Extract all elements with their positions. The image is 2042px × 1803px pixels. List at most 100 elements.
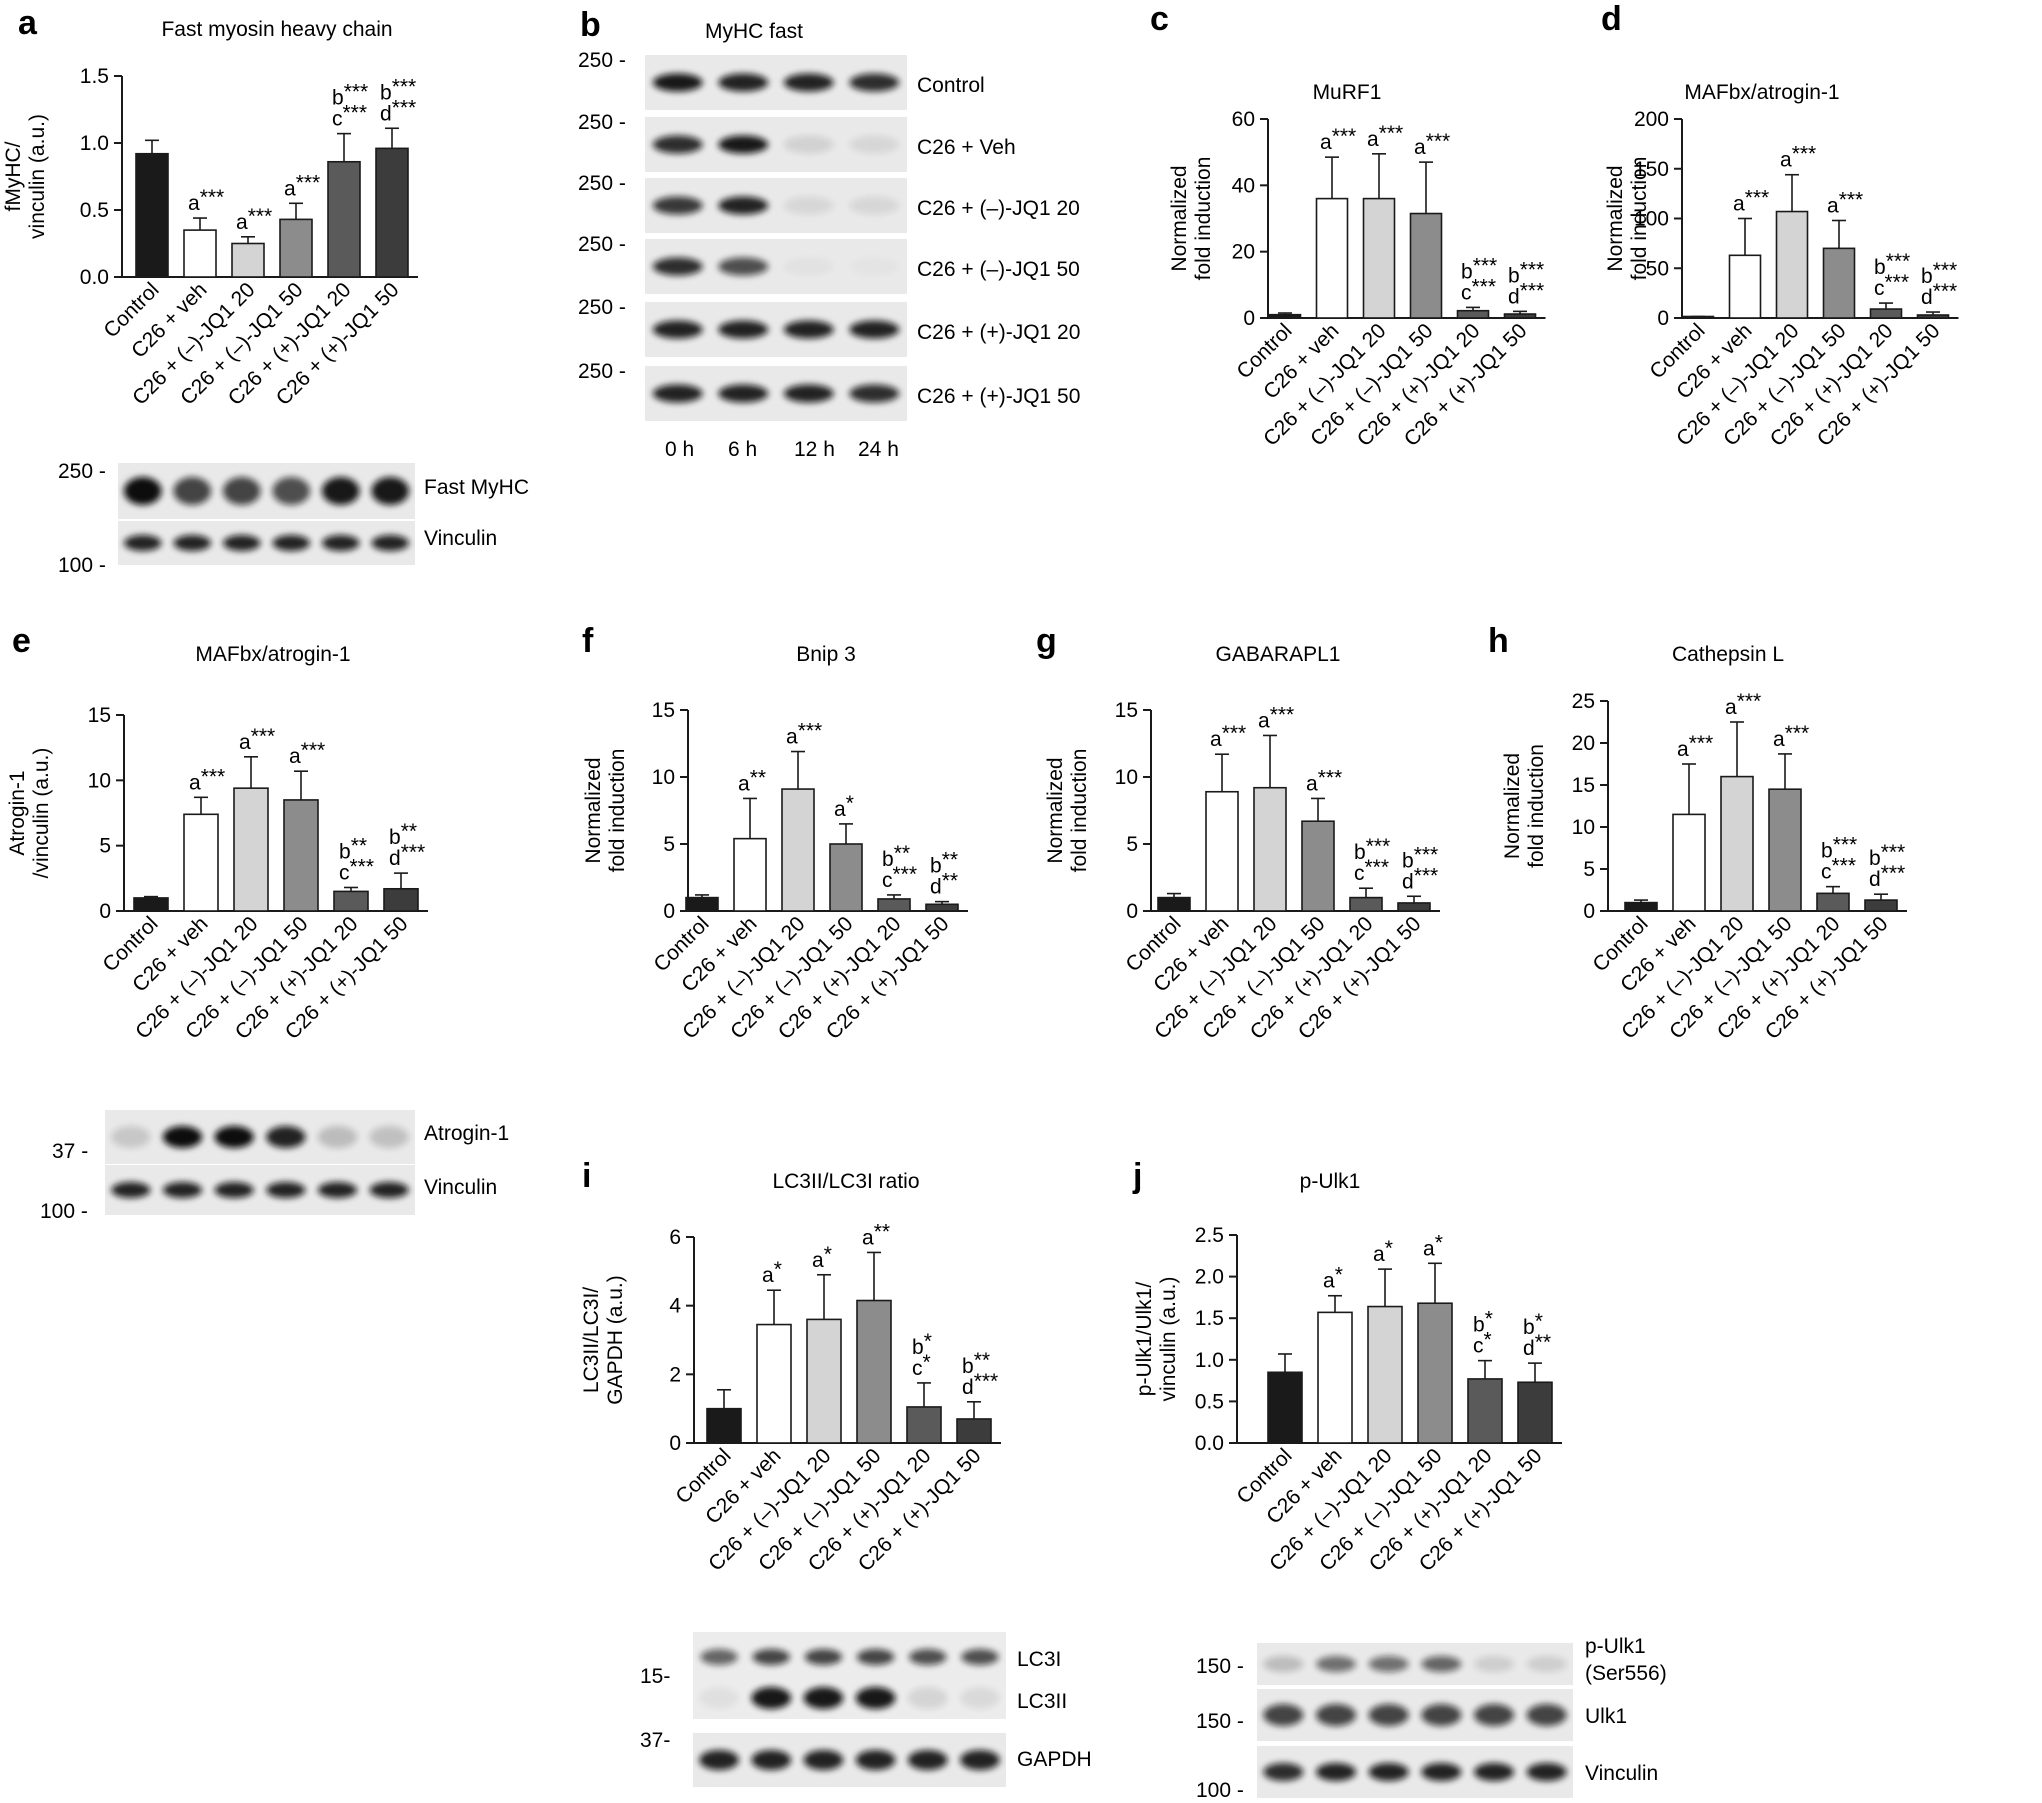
significance-stars: ** — [351, 834, 367, 857]
blot-title: MyHC fast — [705, 20, 803, 43]
blot-band — [849, 384, 900, 403]
significance-letter: b — [930, 855, 942, 878]
blot-band — [803, 1750, 844, 1770]
blot-j-pulk1 — [1257, 1643, 1573, 1685]
blot-band — [1263, 1656, 1304, 1672]
blot-band — [783, 135, 834, 154]
blot-band — [1368, 1656, 1409, 1672]
significance-label: b*** — [1508, 258, 1544, 287]
blot-band — [652, 73, 703, 92]
mw-label: 100 - — [1196, 1779, 1244, 1802]
significance-letter: c — [339, 861, 350, 884]
significance-letter: a — [1677, 738, 1689, 761]
bar — [1317, 1311, 1353, 1444]
significance-stars: ** — [874, 1220, 890, 1243]
blot-background — [118, 521, 415, 565]
mw-label: 250 - — [578, 233, 626, 256]
bar — [283, 799, 319, 912]
chart-title: Fast myosin heavy chain — [161, 18, 392, 41]
significance-letter: b — [962, 1355, 974, 1378]
bar — [1367, 1305, 1403, 1444]
bar — [1869, 308, 1903, 319]
significance-stars: *** — [1365, 856, 1390, 879]
significance-stars: *** — [1689, 732, 1714, 755]
significance-label: a* — [1373, 1237, 1393, 1266]
blot-label: GAPDH — [1017, 1748, 1092, 1771]
blot-band — [266, 1126, 306, 1148]
blot-background — [105, 1110, 415, 1164]
mw-label: 37 - — [52, 1140, 88, 1163]
significance-stars: ** — [1535, 1331, 1551, 1354]
y-axis-label: Normalizedfold induction — [582, 749, 629, 873]
y-axis-label-line: vinculin (a.u.) — [26, 114, 49, 239]
bar — [233, 787, 269, 912]
y-axis-label: Normalizedfold induction — [1501, 744, 1548, 868]
significance-label: d*** — [1508, 279, 1544, 308]
blot-band — [803, 1687, 844, 1709]
significance-stars: * — [1484, 1329, 1492, 1352]
mw-label: 15- — [640, 1665, 670, 1688]
y-tick-label: 1.5 — [1195, 1307, 1224, 1330]
blot-label: Vinculin — [1585, 1762, 1658, 1785]
significance-letter: d — [380, 102, 392, 125]
bar — [806, 1318, 842, 1444]
blot-band — [718, 257, 769, 276]
significance-label: c* — [912, 1351, 931, 1380]
blot-a-vinculin — [118, 521, 415, 565]
bar — [1728, 254, 1762, 319]
blot-band — [371, 535, 410, 551]
significance-label: b*** — [1354, 835, 1390, 864]
blot-label: Control — [917, 74, 985, 97]
y-axis-label: Normalizedfold induction — [1044, 749, 1091, 873]
significance-label: b*** — [1461, 254, 1497, 283]
significance-letter: a — [1320, 131, 1332, 154]
chart-title: MAFbx/atrogin-1 — [1684, 81, 1839, 104]
significance-letter: a — [1827, 194, 1839, 217]
mw-label: 250 - — [578, 296, 626, 319]
y-axis-label: fMyHC/vinculin (a.u.) — [2, 114, 49, 239]
significance-letter: c — [332, 108, 343, 131]
mw-label: 250 - — [578, 172, 626, 195]
blot-label: Ulk1 — [1585, 1705, 1627, 1728]
blot-label: LC3I — [1017, 1648, 1061, 1671]
panel-letter-f: f — [582, 622, 594, 660]
significance-stars: ** — [401, 820, 417, 843]
significance-label: c*** — [1874, 271, 1909, 300]
significance-letter: b — [912, 1336, 924, 1359]
blot-background — [1257, 1689, 1573, 1741]
significance-stars: *** — [1839, 188, 1864, 211]
significance-stars: * — [846, 792, 854, 815]
y-tick-label: 0 — [99, 900, 111, 923]
y-axis-label-line: Normalized — [1501, 753, 1524, 859]
significance-stars: ** — [750, 766, 766, 789]
significance-stars: *** — [1332, 125, 1357, 148]
blot-band — [214, 1182, 254, 1198]
significance-label: b*** — [380, 75, 416, 104]
significance-letter: a — [1423, 1237, 1435, 1260]
significance-label: a* — [762, 1258, 782, 1287]
blot-i-gapdh — [693, 1733, 1006, 1787]
y-axis-label-line: p-Ulk1/Ulk1/ — [1133, 1282, 1156, 1397]
significance-label: a*** — [1827, 188, 1863, 217]
bar — [1864, 899, 1898, 912]
significance-letter: b — [1821, 840, 1833, 863]
significance-label: a*** — [1725, 690, 1761, 719]
significance-label: c*** — [1354, 856, 1389, 885]
significance-label: b** — [930, 849, 958, 878]
significance-letter: c — [882, 869, 893, 892]
y-tick-label: 2.0 — [1195, 1266, 1224, 1289]
y-tick-label: 20 — [1572, 732, 1595, 755]
blot-band — [1315, 1656, 1357, 1672]
significance-letter: a — [1773, 728, 1785, 751]
blot-band — [123, 535, 162, 551]
blot-band — [652, 384, 703, 403]
blot-band — [908, 1649, 947, 1665]
significance-stars: * — [774, 1258, 782, 1281]
blot-band — [317, 1126, 358, 1148]
significance-label: b** — [962, 1349, 990, 1378]
significance-label: a*** — [1210, 722, 1246, 751]
bar — [1267, 1371, 1303, 1444]
significance-label: b** — [389, 820, 417, 849]
chart-panel-h: h Cathepsin L 0 5 10 15 20 25 Normalizedfold ind… — [1488, 622, 1907, 1044]
